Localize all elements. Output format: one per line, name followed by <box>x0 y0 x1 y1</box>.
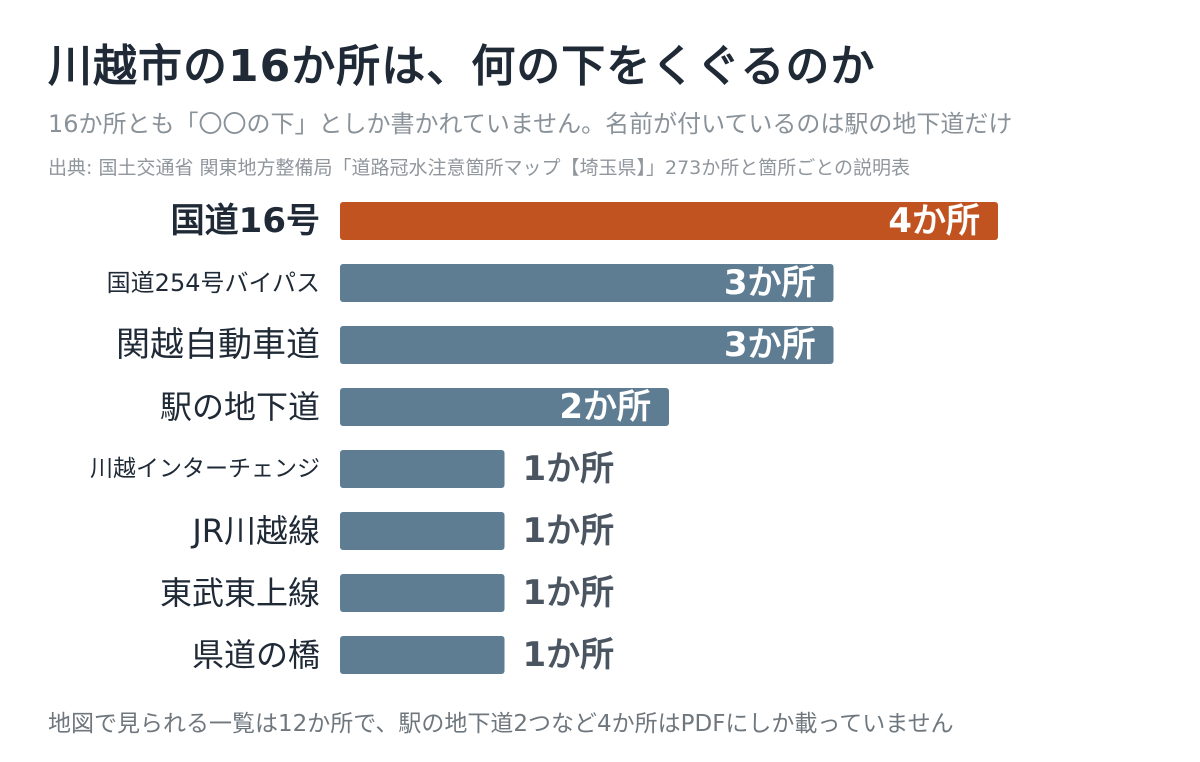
value-label: 3か所 <box>724 263 816 303</box>
value-label: 2か所 <box>559 387 651 427</box>
bar <box>340 636 505 674</box>
category-label: 駅の地下道 <box>160 388 320 426</box>
category-label: 関越自動車道 <box>116 325 320 365</box>
bar <box>340 264 834 302</box>
bar <box>340 388 669 426</box>
chart-source: 出典: 国土交通省 関東地方整備局「道路冠水注意箇所マップ【埼玉県】」273か所… <box>48 157 911 179</box>
chart-title: 川越市の16か所は、何の下をくぐるのか <box>48 41 876 92</box>
value-label: 3か所 <box>724 325 816 365</box>
bar <box>340 326 834 364</box>
value-label: 1か所 <box>523 573 615 613</box>
value-label: 1か所 <box>523 635 615 675</box>
value-label: 4か所 <box>888 201 980 241</box>
category-label: 国道16号 <box>171 201 320 241</box>
category-label: 国道254号バイパス <box>107 269 320 297</box>
value-label: 1か所 <box>523 511 615 551</box>
category-label: 県道の橋 <box>192 636 320 674</box>
category-label: JR川越線 <box>190 512 320 550</box>
chart-footnote: 地図で見られる一覧は12か所で、駅の地下道2つなど4か所はPDFにしか載っていま… <box>48 711 954 737</box>
category-label: 川越インターチェンジ <box>90 456 320 482</box>
bar <box>340 574 505 612</box>
value-label: 1か所 <box>523 449 615 489</box>
bar <box>340 202 998 240</box>
bar <box>340 512 505 550</box>
category-label: 東武東上線 <box>160 574 320 612</box>
chart-subtitle: 16か所とも「〇〇の下」としか書かれていません。名前が付いているのは駅の地下道だ… <box>48 110 1013 138</box>
bar <box>340 450 505 488</box>
